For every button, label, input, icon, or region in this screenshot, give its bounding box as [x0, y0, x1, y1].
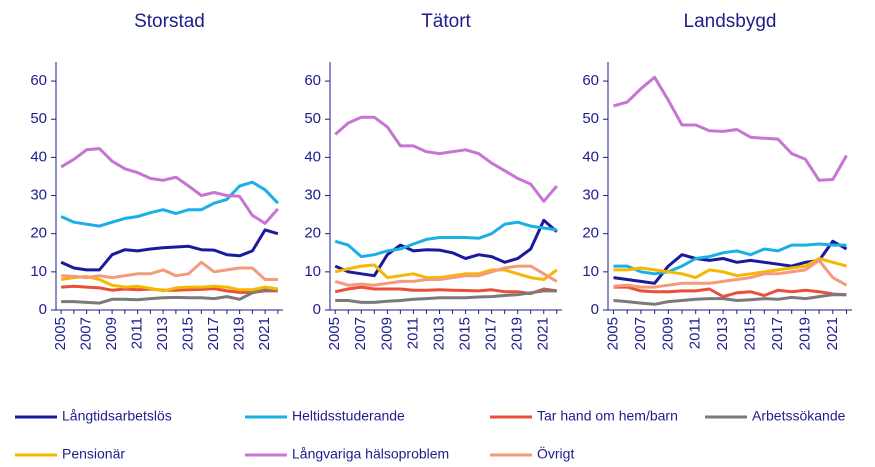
legend-label: Arbetssökande [752, 408, 846, 424]
x-tick-label: 2005 [326, 317, 343, 350]
x-tick-label: 2015 [742, 317, 759, 350]
x-tick-label: 2009 [378, 317, 395, 350]
series-line [61, 260, 278, 281]
y-tick-label: 60 [582, 72, 599, 89]
y-tick-label: 50 [582, 110, 599, 127]
x-tick-label: 2015 [457, 317, 474, 350]
x-tick-label: 2013 [154, 317, 171, 350]
x-tick-label: 2013 [430, 317, 447, 350]
y-tick-label: 60 [30, 72, 47, 89]
x-tick-label: 2021 [256, 317, 273, 350]
series-line [334, 264, 558, 287]
legend-label: Långtidsarbetslös [62, 408, 172, 424]
y-tick-label: 0 [313, 301, 321, 318]
legend-label: Tar hand om hem/barn [537, 408, 678, 424]
x-tick-label: 2005 [604, 317, 621, 350]
y-tick-label: 50 [304, 110, 321, 127]
y-tick-label: 30 [582, 187, 599, 204]
series-line [613, 293, 847, 306]
x-tick-label: 2009 [103, 317, 120, 350]
x-tick-label: 2011 [687, 317, 704, 349]
series-line [60, 180, 279, 228]
series-line [335, 289, 557, 304]
y-tick-label: 10 [30, 263, 47, 280]
panel-title: Storstad [134, 11, 205, 32]
y-tick-label: 0 [39, 301, 47, 318]
panel-title: Tätort [421, 11, 471, 32]
x-tick-label: 2019 [231, 317, 248, 350]
y-tick-label: 10 [304, 263, 321, 280]
x-tick-label: 2021 [824, 317, 841, 350]
y-tick-label: 20 [304, 225, 321, 242]
x-tick-label: 2007 [352, 317, 369, 350]
series-line [613, 239, 848, 285]
series-line [334, 263, 558, 281]
x-tick-label: 2019 [796, 317, 813, 350]
series-line [334, 115, 558, 203]
y-tick-label: 0 [591, 301, 599, 318]
y-tick-label: 20 [30, 225, 47, 242]
x-tick-label: 2015 [180, 317, 197, 350]
x-tick-label: 2017 [483, 317, 500, 350]
y-tick-label: 20 [582, 225, 599, 242]
series-line [613, 285, 847, 299]
x-tick-label: 2007 [78, 317, 95, 350]
x-tick-label: 2017 [205, 317, 222, 350]
y-tick-label: 60 [304, 72, 321, 89]
x-tick-label: 2011 [129, 317, 146, 349]
series-line [334, 285, 558, 296]
x-tick-label: 2013 [714, 317, 731, 350]
x-tick-label: 2021 [535, 317, 552, 350]
x-tick-label: 2011 [404, 317, 421, 349]
series-line [613, 242, 847, 276]
series-line [613, 75, 848, 182]
y-tick-label: 30 [30, 187, 47, 204]
x-tick-label: 2017 [769, 317, 786, 350]
y-tick-label: 30 [304, 187, 321, 204]
y-tick-label: 40 [582, 148, 599, 165]
legend-label: Långvariga hälsoproblem [292, 446, 449, 462]
series-line [613, 257, 847, 280]
series-line [61, 288, 278, 305]
x-tick-label: 2019 [509, 317, 526, 350]
series-line [334, 218, 558, 278]
legend-label: Heltidsstuderande [292, 408, 405, 424]
y-tick-label: 50 [30, 110, 47, 127]
x-tick-label: 2007 [632, 317, 649, 350]
x-tick-label: 2009 [659, 317, 676, 350]
legend-label: Pensionär [62, 446, 125, 462]
y-tick-label: 40 [304, 148, 321, 165]
panel-title: Landsbygd [684, 11, 777, 32]
y-tick-label: 40 [30, 148, 47, 165]
x-tick-label: 2005 [52, 317, 69, 350]
y-tick-label: 10 [582, 263, 599, 280]
legend-label: Övrigt [537, 445, 574, 462]
series-line [60, 274, 279, 293]
series-line [60, 228, 279, 272]
series-line [334, 220, 558, 259]
series-line [60, 147, 280, 225]
series-line [613, 258, 848, 289]
